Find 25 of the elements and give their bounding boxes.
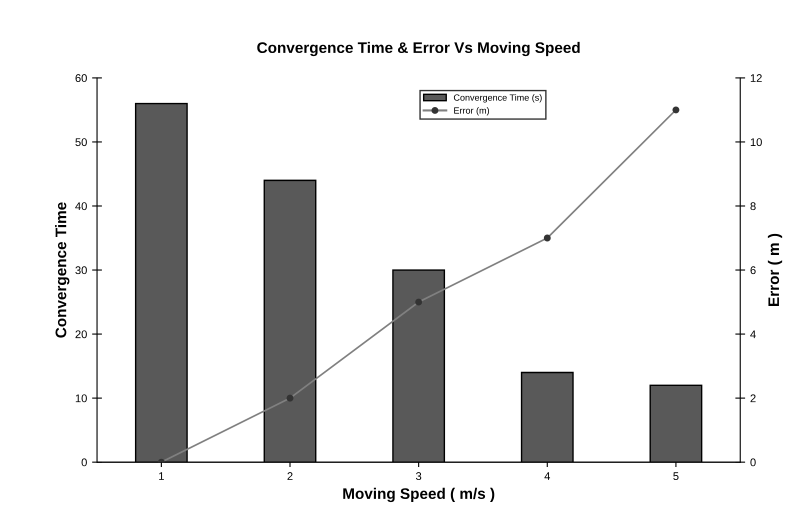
legend-label: Convergence Time (s) <box>454 94 542 103</box>
y-tick-label: 30 <box>75 266 87 274</box>
y-tick-label: 0 <box>82 458 87 466</box>
y-axis-title: Convergence Time <box>55 202 70 338</box>
y2-tick-label: 4 <box>750 330 756 338</box>
x-tick-label: 2 <box>287 472 293 480</box>
x-tick-label: 1 <box>159 472 164 480</box>
y-tick-label: 50 <box>75 138 87 146</box>
x-tick-label: 3 <box>416 472 422 480</box>
y2-tick-label: 8 <box>750 202 756 210</box>
x-axis-title: Moving Speed ( m/s ) <box>343 488 494 502</box>
x-tick-label: 5 <box>673 472 679 480</box>
chart-title: Convergence Time & Error Vs Moving Speed <box>257 42 580 56</box>
y2-tick-label: 2 <box>750 394 756 402</box>
x-tick-label: 4 <box>544 472 550 480</box>
y-tick-label: 40 <box>75 202 87 210</box>
y2-tick-label: 6 <box>750 266 756 274</box>
y2-tick-label: 10 <box>750 138 762 146</box>
y-tick-label: 20 <box>76 330 87 338</box>
y2-tick-label: 0 <box>750 458 756 466</box>
y2-tick-label: 12 <box>750 74 762 82</box>
y-tick-label: 60 <box>76 74 87 82</box>
legend-label: Error (m) <box>454 107 489 116</box>
y-tick-label: 10 <box>76 394 87 402</box>
y2-axis-title: Error ( m ) <box>768 234 782 306</box>
